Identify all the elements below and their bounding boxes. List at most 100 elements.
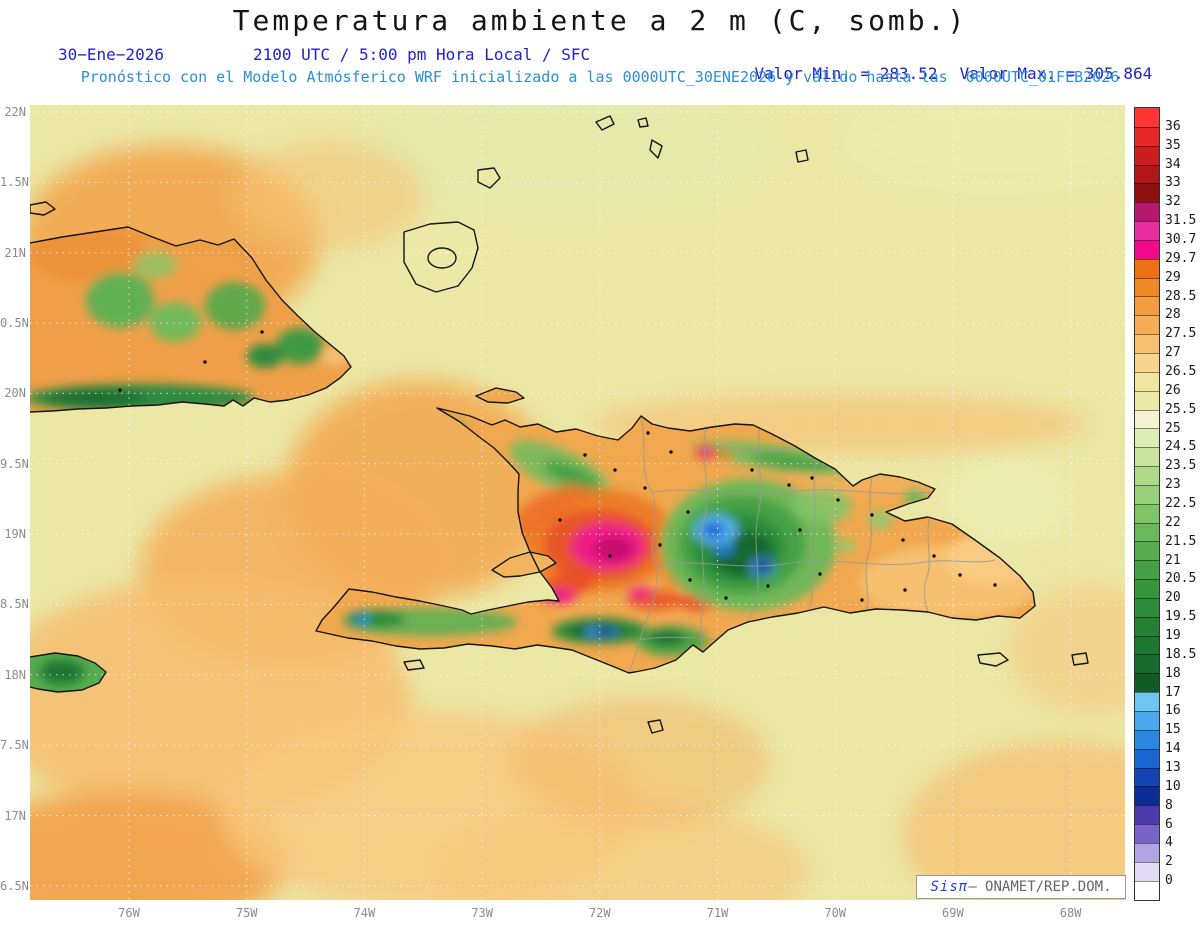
colorbar-label: 19 bbox=[1165, 628, 1181, 643]
colorbar-segment bbox=[1135, 409, 1159, 429]
lat-label: 19N bbox=[4, 527, 26, 542]
lat-label: 21N bbox=[4, 245, 26, 260]
colorbar-segment bbox=[1135, 315, 1159, 335]
lon-label: 74W bbox=[353, 906, 376, 920]
colorbar-segment bbox=[1135, 428, 1159, 448]
coastlines bbox=[30, 115, 1089, 734]
colorbar-segment bbox=[1135, 767, 1159, 787]
colorbar-label: 27 bbox=[1165, 345, 1181, 361]
colorbar-label: 21.5 bbox=[1165, 533, 1197, 549]
colorbar-labels: 36 35 34 33 32 31.5 30.7 29.7 29 28.5 28 27.5 27 26.5… bbox=[1165, 107, 1200, 901]
min-value: Valor Min. = 283.52 bbox=[754, 64, 938, 83]
lat-axis: 22N 1.5N 21N 0.5N 20N 9.5N 19N 8.5N 18N 7.5N 17N 6.… bbox=[0, 0, 29, 927]
colorbar-segment bbox=[1135, 522, 1159, 542]
colorbar-segment bbox=[1135, 221, 1159, 240]
lon-label: 72W bbox=[588, 906, 611, 920]
colorbar-segment bbox=[1135, 277, 1159, 297]
colorbar-segment bbox=[1135, 352, 1159, 372]
colorbar-segment bbox=[1135, 390, 1159, 410]
colorbar-label: 6 bbox=[1165, 816, 1173, 832]
colorbar-label: 29 bbox=[1165, 269, 1181, 285]
colorbar-label: 23 bbox=[1165, 477, 1181, 493]
colorbar-segment bbox=[1135, 239, 1159, 259]
colorbar-label: 0 bbox=[1165, 873, 1173, 889]
colorbar-segment bbox=[1135, 108, 1159, 127]
colorbar-segment bbox=[1135, 748, 1159, 768]
page-title: Temperatura ambiente a 2 m (C, somb.) bbox=[232, 4, 968, 37]
colorbar-label: 19.5 bbox=[1165, 609, 1197, 625]
colorbar-label: 31.5 bbox=[1165, 213, 1197, 229]
colorbar-label: 29.7 bbox=[1165, 250, 1197, 266]
colorbar-segment bbox=[1135, 126, 1159, 146]
lat-label: 6.5N bbox=[0, 878, 29, 893]
minmax-values: Valor Min. = 283.52 Valor Max. = 305.864 bbox=[716, 45, 1153, 102]
colorbar-segment bbox=[1135, 579, 1159, 598]
lat-label: 0.5N bbox=[0, 316, 29, 331]
lon-label: 76W bbox=[118, 906, 140, 920]
colorbar-segment bbox=[1135, 371, 1159, 391]
colorbar-label: 8 bbox=[1165, 797, 1173, 813]
colorbar-segment bbox=[1135, 729, 1159, 749]
colorbar-label: 34 bbox=[1165, 156, 1181, 172]
colorbar bbox=[1134, 107, 1160, 901]
cuba-field bbox=[30, 227, 351, 412]
lat-label: 9.5N bbox=[0, 456, 29, 471]
colorbar-label: 22 bbox=[1165, 514, 1181, 530]
colorbar-label: 28 bbox=[1165, 307, 1181, 323]
colorbar-label: 14 bbox=[1165, 741, 1181, 757]
colorbar-segment bbox=[1135, 560, 1159, 580]
colorbar-label: 32 bbox=[1165, 194, 1181, 210]
lat-label: 22N bbox=[4, 105, 26, 119]
colorbar-label: 13 bbox=[1165, 760, 1181, 775]
colorbar-segment bbox=[1135, 880, 1159, 900]
colorbar-label: 25.5 bbox=[1165, 401, 1197, 417]
colorbar-segment bbox=[1135, 334, 1159, 353]
colorbar-segment bbox=[1135, 466, 1159, 485]
colorbar-segment bbox=[1135, 842, 1159, 862]
forecast-date: 30−Ene−2026 bbox=[58, 45, 164, 64]
station-dots bbox=[118, 330, 997, 602]
sispi-logo: Sisπ bbox=[930, 879, 969, 895]
colorbar-label: 33 bbox=[1165, 175, 1181, 191]
forecast-time: 2100 UTC / 5:00 pm Hora Local / SFC bbox=[253, 45, 591, 64]
colorbar-label: 30.7 bbox=[1165, 232, 1197, 247]
credit-text: – ONAMET/REP.DOM. bbox=[968, 879, 1112, 895]
colorbar-segment bbox=[1135, 296, 1159, 316]
credit-badge: Sisπ – ONAMET/REP.DOM. bbox=[916, 875, 1126, 899]
colorbar-segment bbox=[1135, 202, 1159, 222]
colorbar-label: 16 bbox=[1165, 703, 1181, 719]
gridlines bbox=[30, 105, 1125, 900]
colorbar-label: 18 bbox=[1165, 665, 1181, 681]
colorbar-label: 17 bbox=[1165, 684, 1181, 700]
colorbar-segment bbox=[1135, 164, 1159, 184]
colorbar-label: 23.5 bbox=[1165, 458, 1197, 474]
colorbar-label: 26 bbox=[1165, 382, 1181, 398]
lat-label: 8.5N bbox=[0, 597, 29, 612]
colorbar-label: 10 bbox=[1165, 778, 1181, 794]
colorbar-segment bbox=[1135, 861, 1159, 881]
colorbar-segment bbox=[1135, 692, 1159, 711]
colorbar-segment bbox=[1135, 824, 1159, 843]
lon-label: 70W bbox=[824, 906, 847, 920]
colorbar-segment bbox=[1135, 447, 1159, 467]
colorbar-segment bbox=[1135, 503, 1159, 523]
colorbar-segment bbox=[1135, 805, 1159, 825]
colorbar-segment bbox=[1135, 635, 1159, 655]
colorbar-label: 15 bbox=[1165, 722, 1181, 738]
colorbar-label: 4 bbox=[1165, 835, 1173, 851]
colorbar-label: 26.5 bbox=[1165, 364, 1197, 379]
colorbar-segment bbox=[1135, 484, 1159, 504]
colorbar-label: 2 bbox=[1165, 854, 1173, 870]
colorbar-label: 22.5 bbox=[1165, 496, 1197, 511]
lat-label: 1.5N bbox=[0, 175, 29, 190]
colorbar-label: 20.5 bbox=[1165, 571, 1197, 587]
colorbar-segment bbox=[1135, 183, 1159, 203]
lon-label: 68W bbox=[1059, 906, 1082, 920]
lat-label: 18N bbox=[4, 667, 26, 682]
lat-label: 20N bbox=[4, 386, 26, 401]
colorbar-label: 25 bbox=[1165, 420, 1181, 436]
max-value: Valor Max. = 305.864 bbox=[959, 64, 1153, 83]
